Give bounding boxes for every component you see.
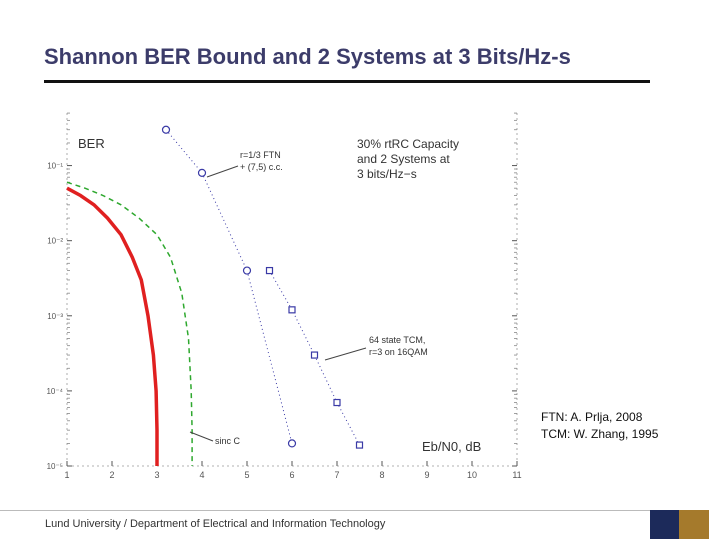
sinc-leader-line [189, 431, 214, 442]
title-underline [44, 80, 650, 83]
logo-block-gold [679, 510, 709, 539]
x-tick-label: 5 [244, 470, 249, 480]
capacity-annotation-line: 30% rtRC Capacity [357, 137, 459, 151]
chart-series [66, 125, 364, 466]
x-axis-label: Eb/N0, dB [422, 439, 481, 454]
sinc-annotation: sinc C [215, 436, 241, 446]
slide-title: Shannon BER Bound and 2 Systems at 3 Bit… [44, 44, 571, 69]
data-point-square [355, 441, 364, 449]
footer-divider [0, 510, 709, 511]
series-line-2 [165, 129, 293, 444]
citation-tcm: TCM: W. Zhang, 1995 [541, 427, 659, 441]
data-point-square [288, 306, 296, 314]
ftn-leader-line [206, 165, 239, 178]
x-tick-label: 10 [467, 470, 477, 480]
series-line-0 [66, 186, 159, 466]
y-tick-label: 10⁻² [47, 237, 63, 246]
y-tick-label: 10⁻⁴ [46, 387, 63, 396]
data-point-square [333, 398, 341, 407]
x-tick-label: 9 [424, 470, 429, 480]
y-tick-label: 10⁻⁵ [47, 462, 63, 471]
data-point-circle [161, 125, 171, 134]
x-tick-label: 1 [64, 470, 69, 480]
capacity-annotation-line: and 2 Systems at [357, 152, 450, 166]
x-tick-label: 4 [199, 470, 204, 480]
x-tick-label: 6 [289, 470, 294, 480]
data-point-square [265, 266, 274, 275]
series-line-3 [269, 270, 360, 446]
x-tick-label: 3 [154, 470, 159, 480]
y-tick-label: 10⁻¹ [47, 162, 63, 171]
capacity-annotation-line: 3 bits/Hz−s [357, 167, 417, 181]
x-tick-label: 11 [512, 470, 521, 480]
y-tick-label: 10⁻³ [47, 312, 63, 321]
logo-block-navy [650, 510, 679, 539]
footer-text: Lund University / Department of Electric… [45, 518, 386, 530]
tcm-leader-line [324, 347, 367, 361]
citation-ftn: FTN: A. Prlja, 2008 [541, 410, 643, 424]
tcm-annotation-line: 64 state TCM, [369, 335, 425, 345]
data-point-circle [197, 168, 207, 177]
data-point-circle [242, 266, 252, 275]
data-point-square [310, 351, 319, 359]
ftn-annotation-line: + (7,5) c.c. [240, 162, 283, 172]
y-axis-label: BER [78, 136, 105, 151]
x-tick-label: 8 [379, 470, 384, 480]
ber-chart: 1 2 3 4 5 6 7 8 9 10 11 10⁻¹ 10⁻² 10⁻³ 10⁻⁴ 10⁻⁵ BER Eb/… [46, 112, 522, 480]
tcm-annotation-line: r=3 on 16QAM [369, 347, 428, 357]
data-point-circle [287, 439, 297, 448]
chart-axes: 1 2 3 4 5 6 7 8 9 10 11 10⁻¹ 10⁻² 10⁻³ 10⁻⁴ 10⁻⁵ [46, 112, 522, 480]
ftn-annotation-line: r=1/3 FTN [240, 150, 281, 160]
x-tick-label: 2 [109, 470, 114, 480]
series-line-1 [66, 181, 193, 466]
x-tick-label: 7 [334, 470, 339, 480]
